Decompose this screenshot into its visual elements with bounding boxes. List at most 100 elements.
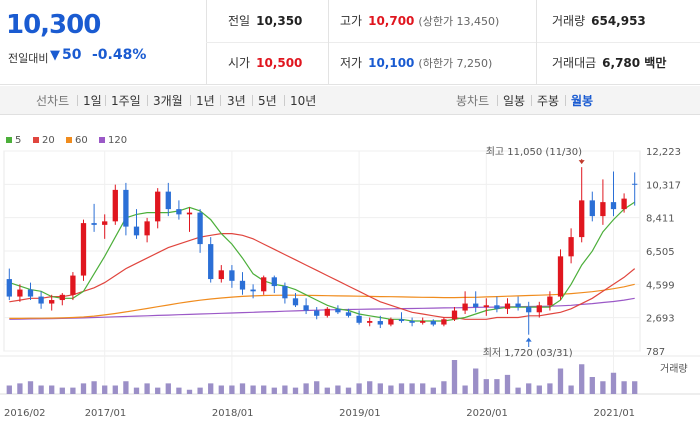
candle-body — [271, 277, 277, 287]
volume-bar — [239, 383, 246, 394]
tab-separator — [77, 95, 78, 106]
volume-bar — [377, 383, 383, 394]
volume-bar — [579, 364, 585, 394]
candle-body — [589, 200, 595, 217]
volume-bar — [250, 385, 256, 394]
tab-3y[interactable]: 3년 — [227, 94, 246, 108]
candle-body — [218, 270, 224, 280]
x-tick-label: 2019/01 — [339, 408, 381, 419]
candle-body — [409, 321, 415, 323]
volume-bar — [27, 381, 34, 394]
ma60-line — [9, 283, 635, 319]
tab-3m[interactable]: 3개월 — [153, 94, 183, 108]
candle-body — [123, 189, 129, 227]
candle-body — [367, 321, 373, 323]
volume-bar — [621, 381, 627, 394]
candle-body — [59, 294, 65, 301]
tab-1w[interactable]: 1주일 — [111, 94, 141, 108]
volume-bar — [218, 385, 224, 394]
y-tick-label: 4,599 — [646, 280, 675, 291]
volume-bar — [356, 383, 362, 394]
volume-bar — [208, 383, 214, 394]
tab-1y[interactable]: 1년 — [196, 94, 215, 108]
volume-bar — [451, 360, 458, 394]
volume-bar — [632, 381, 638, 394]
y-tick-label: 2,693 — [646, 314, 675, 325]
tab-monthly[interactable]: 월봉 — [571, 94, 594, 108]
volume-bar — [600, 381, 606, 394]
tab-separator — [497, 95, 498, 106]
candle-body — [155, 191, 161, 222]
change-percent: -0.48% — [92, 47, 147, 63]
candle-body — [102, 221, 108, 225]
open-price: 시가 10,500 — [228, 56, 303, 70]
volume-bar — [49, 385, 55, 394]
candle-body — [70, 275, 76, 295]
volume-bar — [335, 385, 341, 394]
change-value: 50 — [62, 47, 82, 63]
legend-label-ma120: 120 — [108, 135, 127, 146]
tab-daily[interactable]: 일봉 — [503, 94, 526, 108]
candle-body — [515, 303, 521, 308]
candle-body — [377, 321, 383, 325]
volume-bar — [409, 383, 415, 394]
tab-separator — [284, 95, 285, 106]
low-arrowhead — [525, 337, 532, 342]
volume-bar — [176, 387, 182, 394]
candle-body — [398, 319, 405, 322]
candle-body — [133, 226, 140, 236]
candle-body — [80, 223, 87, 276]
ma20-line — [9, 233, 636, 320]
volume-bar — [59, 387, 65, 394]
volume-bar — [80, 383, 87, 394]
tab-weekly[interactable]: 주봉 — [537, 94, 560, 108]
volume-bar — [112, 385, 118, 394]
high-annotation: 최고 11,050 (11/30) — [486, 146, 582, 158]
candle-body — [250, 289, 256, 292]
volume-bar — [271, 387, 277, 394]
volume-bar — [261, 385, 267, 394]
volume-bar — [229, 385, 235, 394]
trade-amount: 거래대금 6,780 백만 — [552, 56, 667, 70]
candle-body — [473, 303, 479, 308]
volume-bar — [165, 383, 171, 394]
x-tick-label: 2016/02 — [4, 408, 46, 419]
candle-body — [144, 221, 150, 236]
volume-bar — [494, 379, 500, 394]
candle-body — [314, 310, 320, 316]
volume-bar — [314, 381, 320, 394]
volume-bar — [303, 383, 309, 394]
low-annotation: 최저 1,720 (03/31) — [483, 347, 573, 359]
candle-body — [388, 319, 394, 325]
volume-bar — [420, 383, 426, 394]
candle-body — [303, 305, 309, 311]
candle-body — [462, 303, 468, 311]
tab-5y[interactable]: 5년 — [258, 94, 277, 108]
candle-body — [441, 319, 447, 325]
ma120-line — [9, 297, 635, 320]
candle-body — [547, 296, 553, 306]
volume-bar — [441, 381, 447, 394]
candle-body — [600, 202, 606, 217]
candle-body — [610, 202, 617, 210]
volume-bar — [536, 385, 542, 394]
candle-body — [197, 212, 203, 245]
candle-body — [536, 305, 542, 313]
tab-separator — [147, 95, 148, 106]
tab-10y[interactable]: 10년 — [290, 94, 317, 108]
x-tick-label: 2017/01 — [85, 408, 127, 419]
candle-body — [91, 223, 97, 225]
down-arrow-icon: ▼ — [50, 48, 60, 63]
volume-bar — [398, 383, 405, 394]
candle-body — [6, 279, 12, 297]
candle-body — [186, 212, 193, 215]
quote-header: 10,300 전일대비 ▼ 50 -0.48% 전일 10,350 고가 10,70… — [0, 0, 700, 85]
volume-bar — [144, 383, 150, 394]
summary-divider — [206, 42, 700, 43]
volume-bar — [526, 383, 532, 394]
candle-body — [165, 191, 171, 210]
candle-body — [356, 315, 362, 323]
tab-1d[interactable]: 1일 — [83, 94, 102, 108]
volume-bar — [133, 387, 140, 394]
